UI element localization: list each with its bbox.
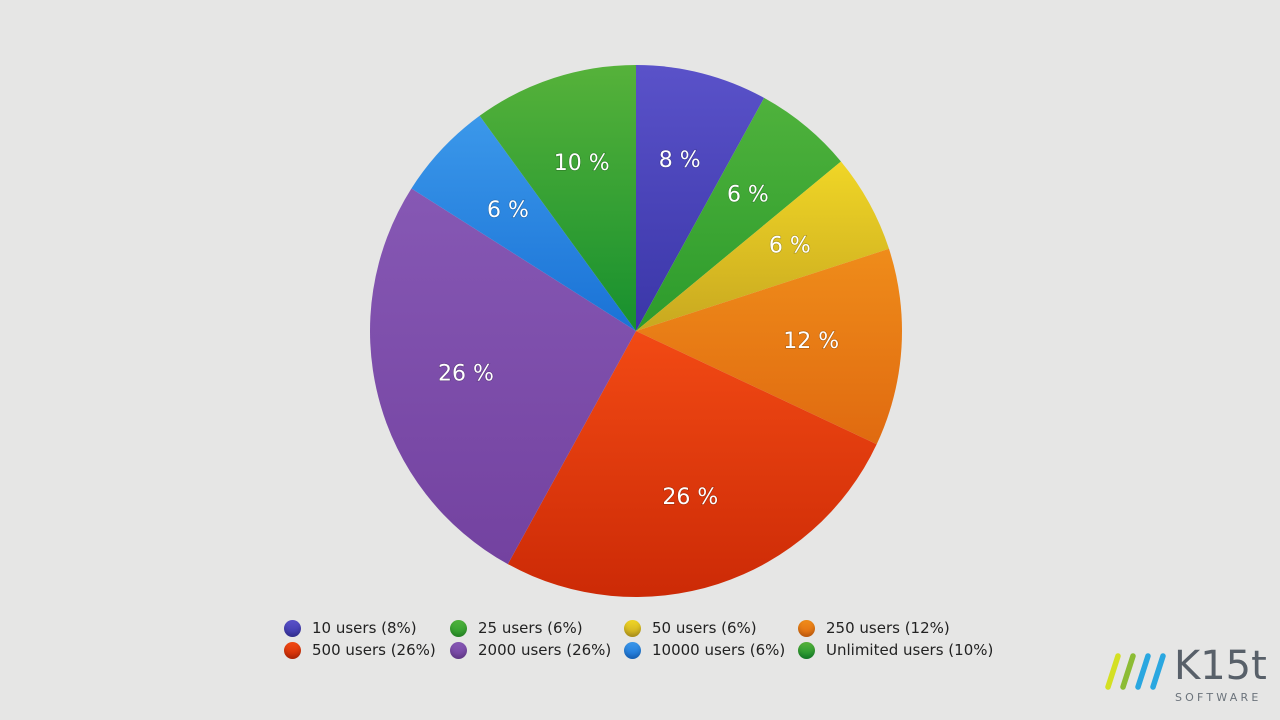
legend-label: 500 users (26%) xyxy=(312,641,436,659)
legend-swatch xyxy=(798,641,815,659)
pie-slice xyxy=(636,248,902,445)
logo-subtitle: SOFTWARE xyxy=(1175,691,1262,704)
legend-label: 2000 users (26%) xyxy=(478,641,612,659)
legend-label: 10 users (8%) xyxy=(312,619,417,637)
slice-label: 26 % xyxy=(438,362,494,387)
legend-swatch xyxy=(450,641,467,659)
legend-swatch xyxy=(798,619,815,637)
legend-item: 50 users (6%) xyxy=(624,619,798,637)
legend-label: 10000 users (6%) xyxy=(652,641,786,659)
legend-item: 250 users (12%) xyxy=(798,619,998,637)
pie-slice xyxy=(369,188,636,565)
chart-legend: 10 users (8%) 25 users (6%) 50 users (6%) 2… xyxy=(284,619,998,659)
legend-label: 50 users (6%) xyxy=(652,619,757,637)
slice-label: 8 % xyxy=(659,148,701,173)
legend-swatch xyxy=(450,619,467,637)
legend-item: 25 users (6%) xyxy=(450,619,624,637)
pie-labels: 8 %6 %6 %12 %26 %26 %6 %10 % xyxy=(437,147,839,510)
slice-label: 12 % xyxy=(783,329,839,354)
pie-slice xyxy=(411,115,636,331)
pie-slice xyxy=(636,97,841,332)
legend-item: 10 users (8%) xyxy=(284,619,450,637)
legend-item: 500 users (26%) xyxy=(284,641,450,659)
logo-wordmark: K15t xyxy=(1174,643,1267,689)
slice-label: 6 % xyxy=(769,233,811,258)
legend-label: 25 users (6%) xyxy=(478,619,583,637)
k15t-logo: K15t SOFTWARE xyxy=(1104,643,1274,711)
legend-swatch xyxy=(284,619,301,637)
legend-item: 10000 users (6%) xyxy=(624,641,798,659)
slice-label: 6 % xyxy=(727,183,769,208)
legend-label: 250 users (12%) xyxy=(826,619,950,637)
slice-label: 10 % xyxy=(554,151,610,176)
logo-stripes-icon xyxy=(1105,653,1166,690)
pie-slices xyxy=(369,65,902,598)
pie-slice xyxy=(636,65,765,331)
legend-swatch xyxy=(624,619,641,637)
legend-swatch xyxy=(624,641,641,659)
slice-label: 6 % xyxy=(487,198,529,223)
legend-swatch xyxy=(284,641,301,659)
pie-slice xyxy=(479,65,636,331)
legend-item: 2000 users (26%) xyxy=(450,641,624,659)
pie-slice xyxy=(507,331,877,598)
slice-label: 26 % xyxy=(662,485,718,510)
legend-item: Unlimited users (10%) xyxy=(798,641,998,659)
pie-slice xyxy=(636,161,889,331)
legend-label: Unlimited users (10%) xyxy=(826,641,994,659)
